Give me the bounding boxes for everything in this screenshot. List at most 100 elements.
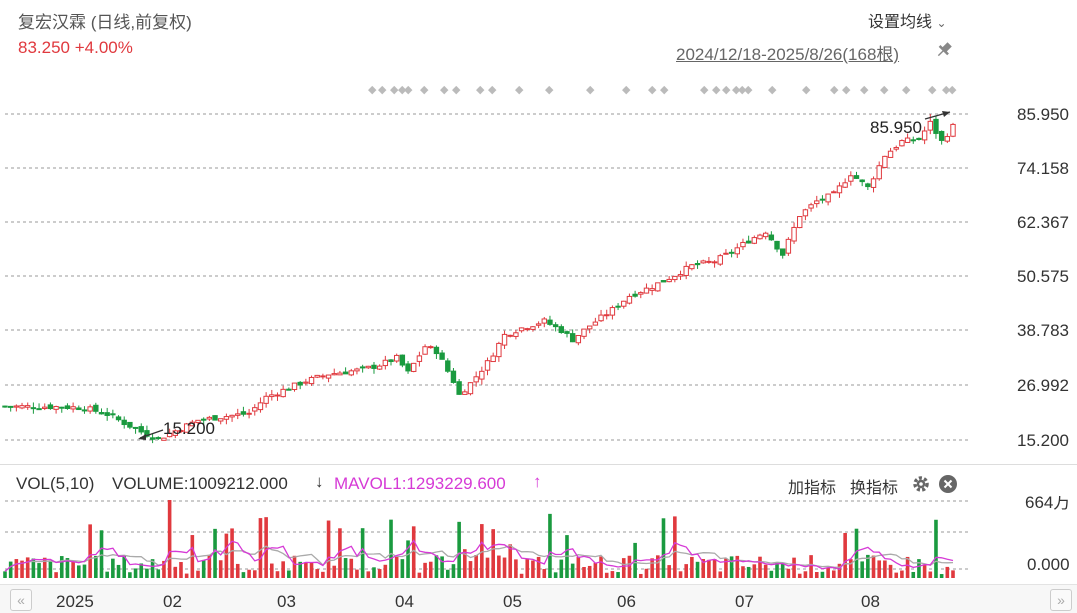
candle[interactable] (382, 355, 389, 370)
volume-bar[interactable] (116, 564, 121, 578)
candle[interactable] (524, 327, 530, 332)
volume-bar[interactable] (542, 569, 547, 578)
scroll-right-button[interactable]: » (1050, 589, 1072, 611)
volume-bar[interactable] (741, 566, 745, 578)
volume-bar[interactable] (145, 568, 149, 578)
volume-bar[interactable] (434, 555, 439, 578)
volume-bar[interactable] (508, 544, 513, 578)
candle[interactable] (728, 249, 735, 258)
volume-bar[interactable] (332, 565, 337, 578)
volume-bar[interactable] (213, 528, 217, 578)
candle[interactable] (393, 353, 400, 363)
event-marker-icon[interactable]: ◆ (880, 84, 889, 96)
candle[interactable] (530, 326, 536, 332)
volume-bar[interactable] (548, 513, 552, 578)
candle[interactable] (479, 366, 485, 385)
volume-bar[interactable] (758, 556, 762, 578)
volume-bar[interactable] (650, 558, 654, 578)
candle[interactable] (780, 248, 786, 259)
volume-bar[interactable] (258, 518, 263, 578)
volume-bar[interactable] (763, 564, 768, 578)
event-marker-icon[interactable]: ◆ (378, 84, 387, 96)
candle[interactable] (439, 350, 445, 360)
event-marker-icon[interactable]: ◆ (902, 84, 911, 96)
candle[interactable] (291, 382, 298, 392)
event-marker-icon[interactable]: ◆ (830, 84, 839, 96)
candle[interactable] (706, 257, 712, 264)
candle[interactable] (93, 402, 99, 414)
candle[interactable] (450, 367, 457, 384)
candle[interactable] (240, 406, 247, 417)
candle[interactable] (127, 421, 133, 430)
volume-bar[interactable] (911, 571, 916, 578)
candle[interactable] (814, 195, 820, 208)
candle[interactable] (342, 367, 349, 375)
event-marker-icon[interactable]: ◆ (398, 84, 407, 96)
volume-chart[interactable]: 664万 0.000 (0, 496, 1077, 582)
candle[interactable] (331, 368, 337, 376)
candle[interactable] (842, 178, 848, 188)
candle[interactable] (785, 237, 792, 256)
event-marker-icon[interactable]: ◆ (860, 84, 869, 96)
volume-bar[interactable] (678, 571, 683, 578)
volume-bar[interactable] (440, 556, 444, 578)
volume-bar[interactable] (366, 571, 371, 578)
candle[interactable] (950, 122, 956, 138)
volume-bar[interactable] (389, 519, 393, 578)
volume-bar[interactable] (133, 568, 138, 578)
event-marker-icon[interactable]: ◆ (368, 84, 377, 96)
candle[interactable] (825, 193, 831, 206)
candle[interactable] (740, 238, 746, 250)
candle[interactable] (541, 316, 547, 328)
candle[interactable] (314, 374, 320, 379)
volume-bar[interactable] (690, 556, 694, 578)
candle[interactable] (609, 305, 616, 320)
volume-bar[interactable] (218, 560, 223, 578)
candle[interactable] (246, 408, 252, 419)
candle[interactable] (178, 429, 184, 434)
event-marker-icon[interactable]: ◆ (738, 84, 747, 96)
candle[interactable] (269, 389, 275, 401)
volume-bar[interactable] (531, 560, 535, 578)
volume-bar[interactable] (922, 564, 927, 578)
candle[interactable] (411, 362, 417, 373)
volume-bar[interactable] (888, 564, 893, 578)
candle[interactable] (507, 334, 513, 338)
volume-bar[interactable] (673, 516, 677, 578)
volume-bar[interactable] (474, 555, 478, 578)
volume-bar[interactable] (76, 565, 81, 578)
volume-bar[interactable] (394, 556, 399, 578)
volume-bar[interactable] (780, 562, 785, 578)
volume-bar[interactable] (559, 559, 564, 578)
event-marker-icon[interactable]: ◆ (722, 84, 731, 96)
candle[interactable] (110, 409, 116, 419)
volume-bar[interactable] (105, 571, 109, 578)
volume-bar[interactable] (883, 560, 887, 578)
candle[interactable] (263, 392, 269, 408)
candle[interactable] (745, 235, 752, 244)
candle[interactable] (195, 419, 201, 427)
candle[interactable] (189, 419, 196, 427)
event-marker-icon[interactable]: ◆ (420, 84, 429, 96)
candle[interactable] (797, 216, 803, 229)
volume-bar[interactable] (570, 563, 575, 578)
volume-bar[interactable] (321, 571, 325, 578)
volume-bar[interactable] (934, 519, 938, 578)
volume-bar[interactable] (786, 568, 791, 578)
event-marker-icon[interactable]: ◆ (648, 84, 657, 96)
candle[interactable] (104, 407, 110, 421)
candle[interactable] (354, 367, 360, 375)
volume-bar[interactable] (54, 572, 58, 578)
volume-bar[interactable] (150, 559, 155, 578)
volume-bar[interactable] (270, 563, 274, 578)
volume-bar[interactable] (707, 559, 711, 578)
candle[interactable] (19, 402, 25, 410)
candle[interactable] (422, 344, 428, 355)
gear-icon[interactable] (911, 474, 931, 494)
event-marker-icon[interactable]: ◆ (586, 84, 595, 96)
candle[interactable] (286, 387, 292, 391)
candle[interactable] (836, 182, 843, 198)
volume-bar[interactable] (587, 565, 592, 578)
volume-bar[interactable] (525, 559, 530, 578)
volume-bar[interactable] (247, 569, 251, 578)
